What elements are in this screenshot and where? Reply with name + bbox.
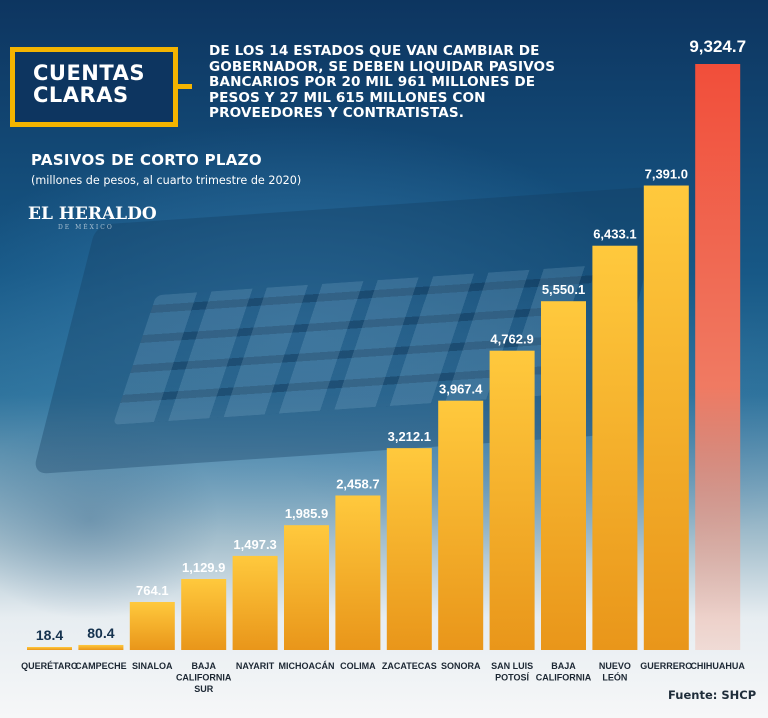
source-note: Fuente: SHCP — [668, 688, 757, 702]
title-box: CUENTAS CLARAS — [10, 47, 178, 127]
category-label: COLIMA — [340, 661, 376, 671]
bar-chihuahua — [695, 64, 741, 650]
brand-logo-subtext: DE MÉXICO — [58, 224, 114, 231]
category-label: QUERÉTARO — [21, 661, 78, 671]
category-label: NAYARIT — [236, 661, 275, 671]
bar-querétaro — [27, 647, 72, 650]
brand-logo: EL HERALDO — [28, 204, 157, 224]
bar-baja-california-sur — [181, 578, 227, 650]
bar-baja-california — [541, 301, 586, 650]
category-label: SUR — [194, 684, 214, 694]
chart-subtitle: (millones de pesos, al cuarto trimestre … — [31, 174, 302, 187]
page-title: CUENTAS CLARAS — [33, 61, 145, 107]
title-connector — [178, 84, 192, 89]
category-label: CAMPECHE — [75, 661, 127, 671]
category-label: BAJA — [191, 661, 216, 671]
data-label: 18.4 — [36, 627, 63, 643]
bar-san-luis-potosí — [489, 350, 535, 650]
bar-zacatecas — [386, 448, 432, 650]
data-label: 3,967.4 — [439, 382, 483, 397]
category-label: SAN LUIS — [491, 661, 533, 671]
category-label: POTOSÍ — [495, 673, 529, 683]
bar-sonora — [438, 400, 484, 650]
data-label: 6,433.1 — [593, 227, 636, 242]
category-label: CALIFORNIA — [176, 673, 232, 683]
bar-sinaloa — [129, 601, 175, 650]
data-label: 1,497.3 — [233, 537, 276, 552]
data-label: 2,458.7 — [336, 476, 379, 491]
category-label: SONORA — [441, 661, 481, 671]
chart-title: PASIVOS DE CORTO PLAZO — [31, 151, 262, 169]
data-label: 9,324.7 — [689, 37, 746, 56]
data-label: 5,550.1 — [542, 282, 585, 297]
bar-nayarit — [232, 555, 278, 650]
category-label: GUERRERO — [640, 661, 692, 671]
data-label: 764.1 — [136, 583, 169, 598]
data-label: 1,129.9 — [182, 560, 225, 575]
bar-campeche — [78, 644, 124, 650]
data-label: 3,212.1 — [388, 429, 431, 444]
data-label: 4,762.9 — [490, 332, 533, 347]
category-label: CALIFORNIA — [536, 673, 592, 683]
headline: DE LOS 14 ESTADOS QUE VAN CAMBIAR DE GOB… — [209, 43, 556, 122]
bar-michoacán — [284, 525, 329, 650]
category-label: LEÓN — [602, 672, 627, 683]
bar-colima — [335, 495, 381, 650]
category-label: SINALOA — [132, 661, 173, 671]
data-label: 1,985.9 — [285, 506, 328, 521]
bar-nuevo-león — [592, 245, 638, 650]
category-label: NUEVO — [599, 661, 631, 671]
bar-guerrero — [643, 185, 689, 650]
category-label: BAJA — [551, 661, 576, 671]
category-label: ZACATECAS — [382, 661, 437, 671]
data-label: 80.4 — [87, 625, 114, 641]
data-label: 7,391.0 — [645, 167, 688, 182]
category-label: MICHOACÁN — [279, 661, 335, 671]
category-label: CHIHUAHUA — [690, 661, 745, 671]
